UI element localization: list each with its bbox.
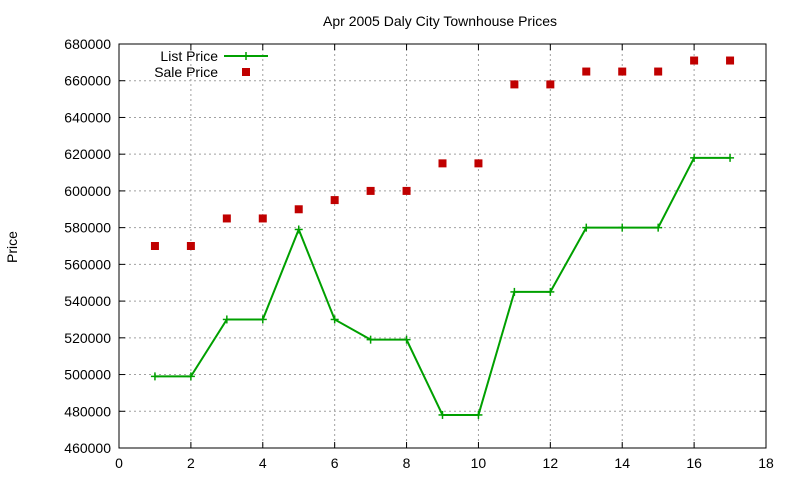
sale-price-point	[366, 186, 375, 195]
list-price-point	[582, 223, 591, 232]
x-axis-ticks: 0 2 4 6 8 10 12 14 16 18	[115, 44, 774, 471]
legend-swatch-sale-price	[242, 68, 250, 76]
list-price-point	[618, 223, 627, 232]
list-price-point	[726, 153, 735, 162]
grid	[119, 44, 766, 448]
sale-price-point	[546, 80, 555, 89]
sale-price-point	[618, 67, 627, 76]
chart-title: Apr 2005 Daly City Townhouse Prices	[323, 13, 557, 29]
y-tick-label: 580000	[64, 220, 111, 236]
legend-label-list-price: List Price	[160, 48, 218, 64]
x-tick-label: 10	[471, 455, 487, 471]
x-tick-label: 8	[403, 455, 411, 471]
x-tick-label: 2	[187, 455, 195, 471]
x-tick-label: 16	[686, 455, 702, 471]
x-tick-label: 4	[259, 455, 267, 471]
x-tick-label: 0	[115, 455, 123, 471]
sale-price-point	[150, 242, 159, 250]
sale-price-point	[510, 80, 519, 89]
list-price-point	[690, 153, 699, 162]
list-price-point	[366, 335, 375, 344]
plot-series	[150, 56, 735, 419]
list-price-point	[330, 315, 339, 324]
y-axis-ticks: 460000 480000 500000 520000 540000 560000 5800…	[64, 36, 766, 456]
list-price-point	[186, 372, 195, 381]
sale-price-point	[222, 214, 231, 223]
sale-price-point	[474, 159, 483, 168]
y-tick-label: 680000	[64, 36, 111, 52]
sale-price-point	[726, 56, 735, 65]
y-tick-label: 620000	[64, 146, 111, 162]
list-price-point	[258, 315, 267, 324]
list-price-point	[222, 315, 231, 324]
list-price-point	[546, 287, 555, 296]
y-tick-label: 660000	[64, 73, 111, 89]
y-tick-label: 560000	[64, 256, 111, 272]
y-tick-label: 600000	[64, 183, 111, 199]
y-tick-label: 640000	[64, 109, 111, 125]
y-tick-label: 480000	[64, 403, 111, 419]
list-price-point	[510, 287, 519, 296]
legend-label-sale-price: Sale Price	[154, 64, 218, 80]
x-tick-label: 12	[543, 455, 559, 471]
list-price-point	[438, 410, 447, 419]
y-tick-label: 500000	[64, 367, 111, 383]
x-tick-label: 14	[614, 455, 630, 471]
plot-frame	[118, 43, 767, 449]
sale-price-point	[438, 159, 447, 168]
x-tick-label: 6	[331, 455, 339, 471]
list-price-point	[402, 335, 411, 344]
list-price-point	[150, 372, 159, 381]
sale-price-point	[402, 186, 411, 195]
sale-price-point	[582, 67, 591, 76]
x-tick-label: 18	[758, 455, 774, 471]
list-price-line	[154, 156, 731, 416]
y-tick-label: 460000	[64, 440, 111, 456]
sale-price-point	[294, 205, 303, 214]
y-tick-label: 540000	[64, 293, 111, 309]
list-price-point	[654, 223, 663, 232]
sale-price-point	[330, 196, 339, 205]
sale-price-point	[690, 56, 699, 65]
list-price-point	[294, 225, 303, 234]
list-price-point	[474, 410, 483, 419]
sale-price-point	[258, 214, 267, 223]
sale-price-point	[654, 67, 663, 76]
y-tick-label: 520000	[64, 330, 111, 346]
y-axis-label: Price	[4, 231, 20, 263]
sale-price-point	[186, 242, 195, 250]
